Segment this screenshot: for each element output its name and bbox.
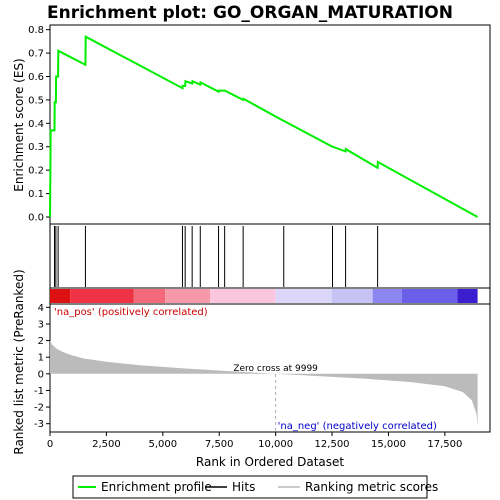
es-y-tick-label: 0.3 — [28, 142, 44, 153]
color-bar-segment — [275, 289, 333, 303]
hits-panel — [49, 223, 491, 289]
legend-label: Ranking metric scores — [305, 480, 438, 494]
legend — [72, 475, 428, 499]
x-tick-label: 10,000 — [258, 439, 293, 450]
metric-y-axis-label: Ranked list metric (PreRanked) — [12, 269, 26, 454]
x-tick-label: 15,000 — [371, 439, 406, 450]
x-tick-label: 5,000 — [149, 439, 178, 450]
color-bar-segment — [133, 289, 166, 303]
color-bar-segment — [402, 289, 458, 303]
metric-y-tick-label: -3 — [34, 419, 44, 430]
color-bar-segment — [210, 289, 276, 303]
metric-y-tick-label: 3 — [38, 319, 44, 330]
es-panel — [49, 24, 491, 225]
color-bar-segment — [372, 289, 402, 303]
x-tick-label: 0 — [47, 439, 53, 450]
legend-label: Enrichment profile — [101, 480, 212, 494]
metric-y-tick-label: 2 — [38, 336, 44, 347]
color-bar-segment — [165, 289, 211, 303]
legend-items: Enrichment profile Hits Ranking metric sco… — [78, 480, 438, 494]
x-tick-label: 7,500 — [205, 439, 234, 450]
color-bar-segment — [70, 289, 134, 303]
metric-y-tick-label: 0 — [38, 369, 44, 380]
metric-y-axis: -3 -2 -1 0 1 2 3 4 — [34, 303, 50, 430]
legend-label: Hits — [232, 480, 255, 494]
hits-marks — [54, 226, 379, 287]
enrichment-profile-line — [49, 35, 479, 218]
metric-y-tick-label: -2 — [34, 403, 44, 414]
metric-y-tick-label: -1 — [34, 386, 44, 397]
chart-title: Enrichment plot: GO_ORGAN_MATURATION — [47, 3, 453, 23]
color-bar-segment — [50, 289, 71, 303]
es-y-tick-label: 0.7 — [28, 49, 44, 60]
es-y-tick-label: 0.5 — [28, 95, 44, 106]
positive-correlation-label: 'na_pos' (positively correlated) — [54, 307, 208, 318]
zero-cross-label: Zero cross at 9999 — [233, 364, 318, 374]
x-tick-label: 2,500 — [92, 439, 121, 450]
negative-correlation-label: 'na_neg' (negatively correlated) — [278, 421, 437, 432]
color-bar-segment — [332, 289, 373, 303]
x-axis-label: Rank in Ordered Dataset — [196, 455, 344, 469]
es-y-tick-label: 0.1 — [28, 189, 44, 200]
x-tick-label: 17,500 — [427, 439, 462, 450]
color-bar-segment — [457, 289, 478, 303]
ranked-color-bar — [50, 289, 478, 303]
es-y-tick-label: 0.6 — [28, 72, 44, 83]
es-y-tick-label: 0.0 — [28, 212, 44, 223]
metric-y-tick-label: 4 — [38, 303, 44, 314]
x-axis: 0 2,500 5,000 7,500 10,000 12,500 15,000 17,500 — [47, 432, 462, 450]
es-y-tick-label: 0.2 — [28, 166, 44, 177]
metric-y-tick-label: 1 — [38, 353, 44, 364]
x-tick-label: 12,500 — [315, 439, 350, 450]
es-y-axis: 0.0 0.1 0.2 0.3 0.4 0.5 0.6 0.7 0.8 — [28, 25, 50, 223]
es-y-tick-label: 0.4 — [28, 119, 44, 130]
es-y-axis-label: Enrichment score (ES) — [12, 58, 26, 191]
es-y-tick-label: 0.8 — [28, 25, 44, 36]
